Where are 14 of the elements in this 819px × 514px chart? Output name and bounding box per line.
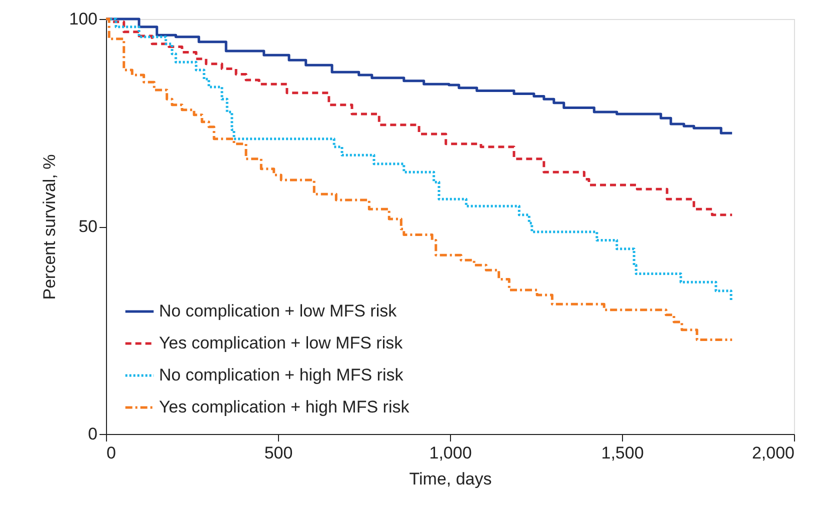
x-axis-title: Time, days [409, 470, 492, 488]
legend-label: Yes complication + high MFS risk [159, 398, 410, 416]
y-tick-label: 100 [69, 10, 98, 28]
y-tick-label: 50 [78, 217, 98, 236]
x-tick-label: 2,000 [752, 444, 794, 462]
x-tick-label: 1,500 [601, 444, 644, 462]
x-tick-label: 500 [264, 444, 293, 462]
y-tick-label: 0 [88, 424, 98, 444]
x-tick-label: 0 [106, 444, 116, 462]
legend-label: No complication + high MFS risk [159, 366, 404, 384]
legend-label: Yes complication + low MFS risk [159, 334, 404, 352]
y-axis-title: Percent survival, % [40, 154, 60, 300]
legend-label: No complication + low MFS risk [159, 302, 398, 320]
x-tick-label: 1,000 [429, 444, 472, 462]
